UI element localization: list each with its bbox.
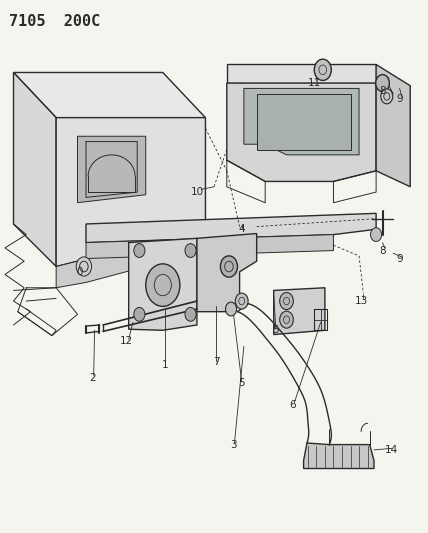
Polygon shape (14, 72, 205, 118)
Polygon shape (56, 118, 205, 266)
Polygon shape (257, 94, 351, 150)
Text: 9: 9 (396, 254, 403, 263)
Polygon shape (227, 83, 376, 181)
Circle shape (280, 311, 293, 328)
Circle shape (146, 264, 180, 306)
Polygon shape (77, 136, 146, 203)
Circle shape (226, 302, 237, 316)
Circle shape (280, 293, 293, 310)
Text: 11: 11 (308, 78, 321, 88)
Circle shape (134, 308, 145, 321)
Text: 4: 4 (238, 224, 245, 235)
Circle shape (314, 59, 331, 80)
Polygon shape (14, 72, 56, 266)
Circle shape (185, 244, 196, 257)
Polygon shape (274, 288, 325, 335)
Text: 10: 10 (190, 187, 203, 197)
Text: 1: 1 (162, 360, 168, 370)
Text: 7: 7 (213, 357, 220, 367)
Polygon shape (197, 233, 257, 312)
Text: 5: 5 (273, 325, 279, 335)
Circle shape (376, 75, 389, 92)
Polygon shape (129, 238, 197, 330)
Polygon shape (86, 235, 333, 259)
Text: 7105  200C: 7105 200C (9, 14, 101, 29)
Text: 12: 12 (120, 336, 133, 346)
Text: 9: 9 (396, 94, 403, 104)
Circle shape (220, 256, 238, 277)
Polygon shape (244, 88, 359, 155)
Circle shape (235, 293, 248, 309)
Circle shape (76, 257, 92, 276)
Circle shape (371, 228, 382, 241)
Polygon shape (376, 64, 410, 187)
Text: 3: 3 (230, 440, 237, 450)
Polygon shape (303, 443, 374, 469)
Text: 8: 8 (379, 246, 386, 255)
Circle shape (381, 89, 393, 104)
Polygon shape (56, 229, 205, 288)
Text: 0: 0 (76, 267, 83, 277)
Polygon shape (227, 64, 376, 83)
Text: 5: 5 (238, 378, 245, 389)
Text: 14: 14 (384, 445, 398, 455)
Text: 6: 6 (290, 400, 296, 410)
Polygon shape (86, 213, 376, 243)
Text: 8: 8 (379, 86, 386, 96)
Text: 2: 2 (89, 373, 96, 383)
Circle shape (185, 308, 196, 321)
Text: 13: 13 (354, 296, 368, 306)
Circle shape (134, 244, 145, 257)
